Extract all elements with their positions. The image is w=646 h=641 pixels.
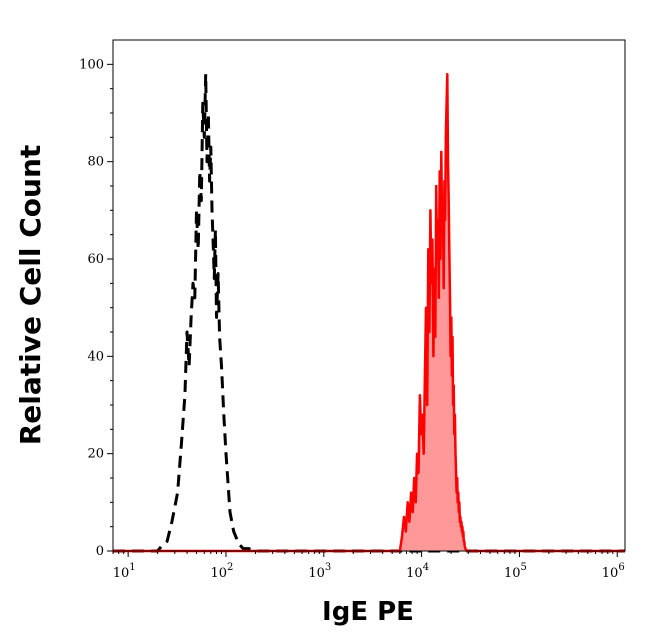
x-tick-label-5: 106 bbox=[602, 562, 625, 581]
x-tick-label-1: 102 bbox=[211, 562, 234, 581]
y-tick-label-1: 20 bbox=[87, 447, 104, 462]
x-axis: 101 102 103 104 105 106 bbox=[112, 551, 625, 581]
x-tick-label-3: 104 bbox=[406, 562, 429, 581]
y-tick-label-3: 60 bbox=[87, 252, 104, 267]
x-tick-label-2: 103 bbox=[308, 562, 331, 581]
y-tick-label-4: 80 bbox=[87, 155, 104, 170]
y-tick-label-0: 0 bbox=[96, 544, 104, 559]
y-tick-label-5: 100 bbox=[79, 57, 104, 72]
series-1-fill bbox=[113, 74, 625, 551]
y-axis: 0 20 40 60 80 100 bbox=[79, 57, 113, 559]
series-0-line bbox=[113, 72, 625, 553]
y-axis-title: Relative Cell Count bbox=[14, 145, 47, 446]
plot-area bbox=[113, 72, 625, 553]
y-tick-label-2: 40 bbox=[87, 349, 104, 364]
x-axis-title: IgE PE bbox=[322, 597, 414, 627]
plot-frame bbox=[112, 39, 626, 552]
x-tick-label-0: 101 bbox=[113, 562, 136, 581]
x-tick-label-4: 105 bbox=[504, 562, 527, 581]
series-1-line bbox=[113, 72, 625, 553]
